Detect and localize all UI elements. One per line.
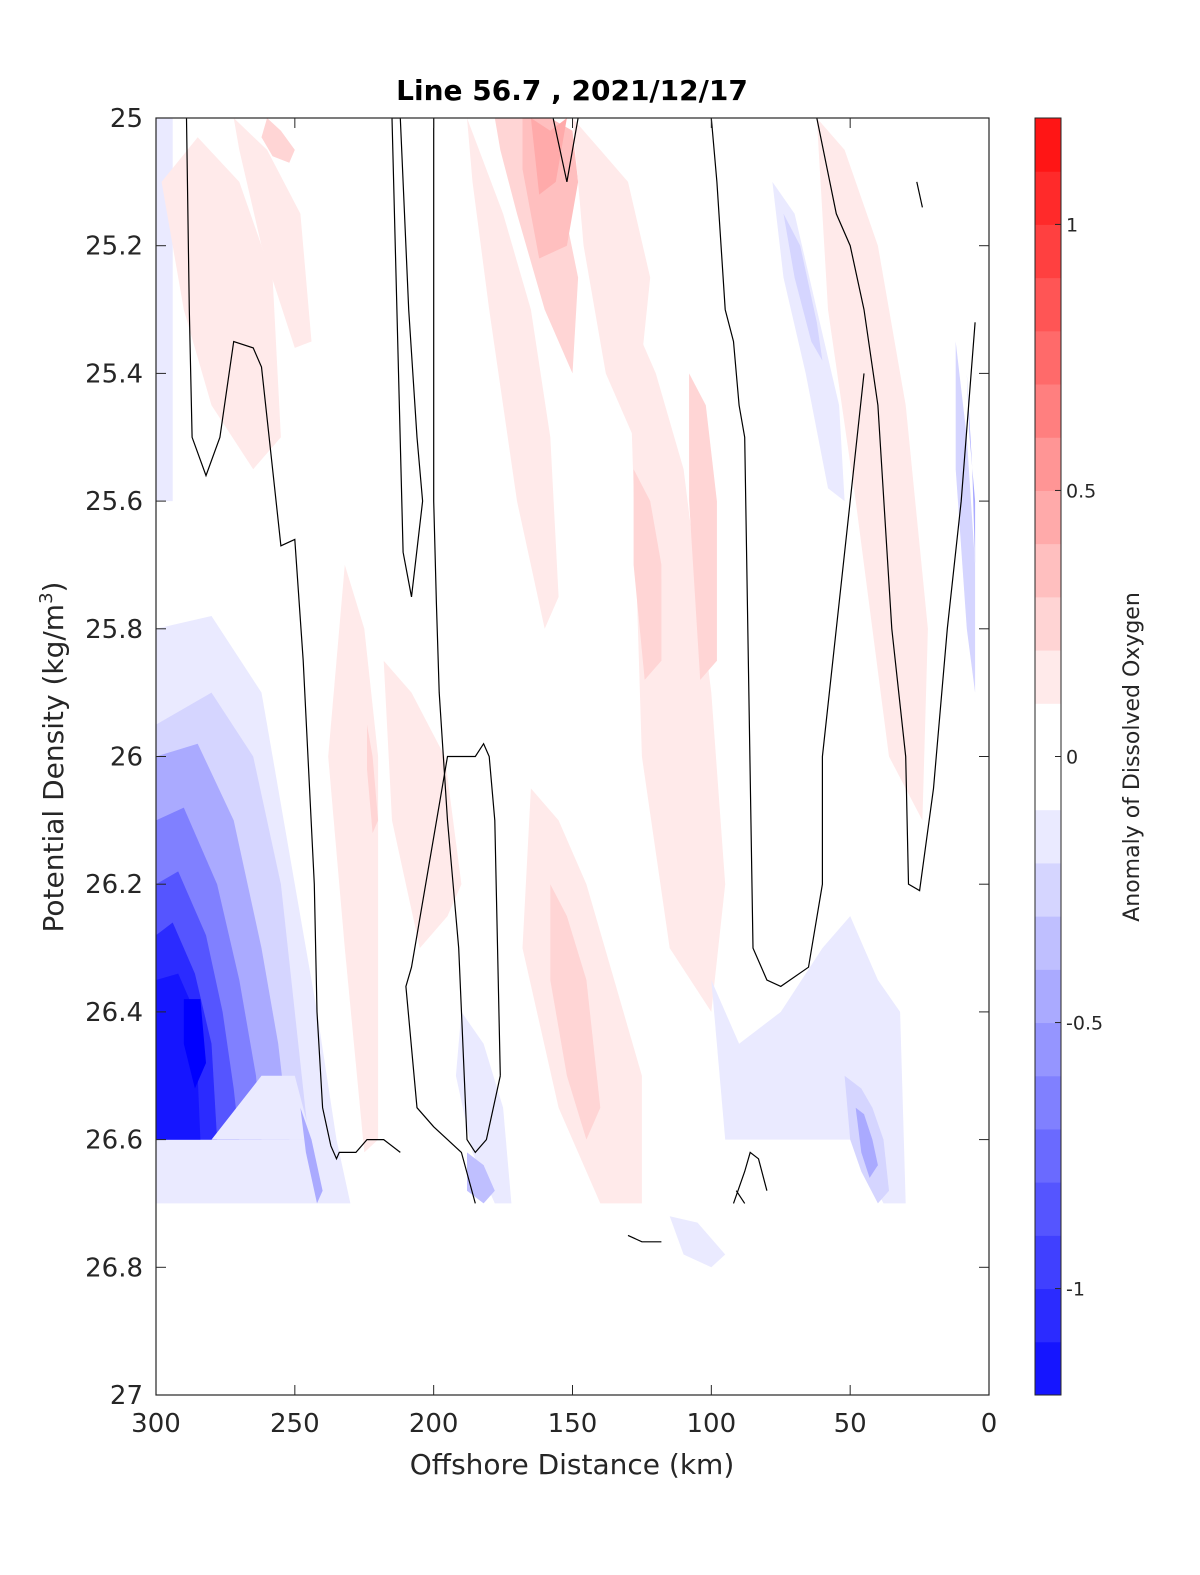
anomaly-region-33	[455, 1011, 512, 1204]
colorbar-segment	[1035, 118, 1061, 172]
zero-contour-2	[433, 118, 501, 1154]
colorbar-segment	[1035, 224, 1061, 279]
colorbar: -1 -0.5 0 0.5 1	[1034, 117, 1103, 1396]
anomaly-region-35	[669, 1216, 726, 1268]
anomaly-region-29	[783, 213, 823, 361]
y-tick-label: 26.4	[85, 998, 143, 1028]
y-axis-label: Potential Density (kg/m3)	[36, 582, 70, 933]
colorbar-tick-label: -0.5	[1066, 1013, 1103, 1035]
anomaly-region-17	[467, 118, 559, 629]
colorbar-segment	[1035, 384, 1061, 438]
colorbar-segment	[1035, 277, 1061, 332]
anomaly-region-20	[530, 118, 567, 195]
anomaly-region-27	[816, 118, 928, 821]
colorbar-segment	[1035, 703, 1061, 757]
colorbar-segment	[1035, 596, 1061, 651]
anomaly-region-10	[300, 1107, 323, 1204]
y-tick-label: 26.2	[85, 870, 143, 900]
anomaly-region-8	[183, 999, 206, 1089]
zero-contour-1	[391, 118, 424, 598]
y-axis: 25 25.2 25.4 25.6 25.8 26 26.2 26.4 26.6 26.8 27	[85, 104, 989, 1411]
x-axis: 300 250 200 150 100 50 0	[131, 118, 997, 1439]
anomaly-region-36	[955, 341, 976, 693]
zero-contour-5	[627, 1234, 662, 1243]
colorbar-tick-label: 0	[1066, 747, 1078, 769]
y-tick-label: 25	[110, 104, 143, 134]
colorbar-tick-label: 1	[1066, 214, 1078, 236]
colorbar-label: Anomaly of Dissolved Oxygen	[1120, 592, 1145, 922]
y-axis-label-text: Potential Density (kg/m	[37, 604, 70, 933]
anomaly-region-16	[383, 660, 462, 949]
y-tick-label: 27	[110, 1381, 143, 1411]
y-tick-label: 25.2	[85, 232, 143, 262]
chart-title: Line 56.7 , 2021/12/17	[396, 74, 748, 107]
y-axis-label-suffix: )	[37, 582, 70, 593]
anomaly-region-34	[467, 1152, 495, 1204]
anomaly-fill-layer	[156, 118, 976, 1268]
anomaly-region-14	[328, 564, 379, 1153]
zero-contour-4	[552, 118, 579, 183]
colorbar-segment	[1035, 1235, 1061, 1290]
colorbar-segment	[1035, 1288, 1061, 1343]
y-tick-label: 26.6	[85, 1126, 143, 1156]
x-tick-label: 100	[687, 1409, 737, 1439]
colorbar-segment	[1035, 543, 1061, 598]
anomaly-region-24	[689, 373, 717, 680]
colorbar-segment	[1035, 1341, 1061, 1396]
x-tick-label: 200	[409, 1409, 459, 1439]
x-tick-label: 300	[131, 1409, 181, 1439]
colorbar-segment	[1035, 437, 1061, 491]
colorbar-segment	[1035, 1128, 1061, 1183]
y-tick-label: 25.6	[85, 487, 143, 517]
anomaly-region-12	[233, 118, 312, 348]
zero-contour-3	[405, 742, 501, 1204]
colorbar-segment	[1035, 916, 1061, 970]
colorbar-segment	[1035, 969, 1061, 1024]
colorbar-segment	[1035, 330, 1061, 385]
colorbar-segment	[1035, 862, 1061, 917]
y-tick-label: 26	[110, 743, 143, 773]
y-tick-label: 25.8	[85, 615, 143, 645]
colorbar-segment	[1035, 809, 1061, 864]
zero-contour-9	[732, 1151, 768, 1204]
colorbar-tick-label: -1	[1066, 1279, 1085, 1301]
colorbar-segment	[1035, 490, 1061, 545]
zero-contour-8	[916, 181, 923, 208]
anomaly-region-28	[772, 181, 845, 502]
colorbar-segment	[1035, 1182, 1061, 1236]
anomaly-region-11	[161, 137, 281, 470]
colorbar-segment	[1035, 1022, 1061, 1077]
anomaly-region-23	[633, 469, 662, 680]
y-tick-label: 25.4	[85, 359, 143, 389]
y-tick-label: 26.8	[85, 1253, 143, 1283]
anomaly-region-26	[550, 884, 601, 1140]
colorbar-segment	[1035, 171, 1061, 225]
x-tick-label: 50	[834, 1409, 867, 1439]
zero-contour-6	[710, 118, 865, 988]
y-axis-label-exponent: 3	[36, 592, 57, 603]
zero-contour-layer	[185, 118, 976, 1243]
colorbar-segment	[1035, 1075, 1061, 1130]
colorbar-tick-label: 0.5	[1066, 480, 1096, 502]
anomaly-region-32	[855, 1107, 878, 1178]
colorbar-segment	[1035, 650, 1061, 704]
zero-contour-0	[185, 118, 401, 1161]
anomaly-region-9	[156, 1075, 312, 1140]
anomaly-region-15	[367, 724, 379, 834]
x-axis-label: Offshore Distance (km)	[410, 1448, 735, 1481]
zero-contour-7	[816, 118, 976, 892]
x-tick-label: 150	[548, 1409, 598, 1439]
x-tick-label: 250	[270, 1409, 320, 1439]
x-tick-label: 0	[981, 1409, 998, 1439]
anomaly-region-13	[261, 118, 295, 163]
colorbar-segment	[1035, 756, 1061, 811]
anomaly-region-22	[628, 309, 726, 1012]
zero-contour-10	[735, 1190, 746, 1204]
